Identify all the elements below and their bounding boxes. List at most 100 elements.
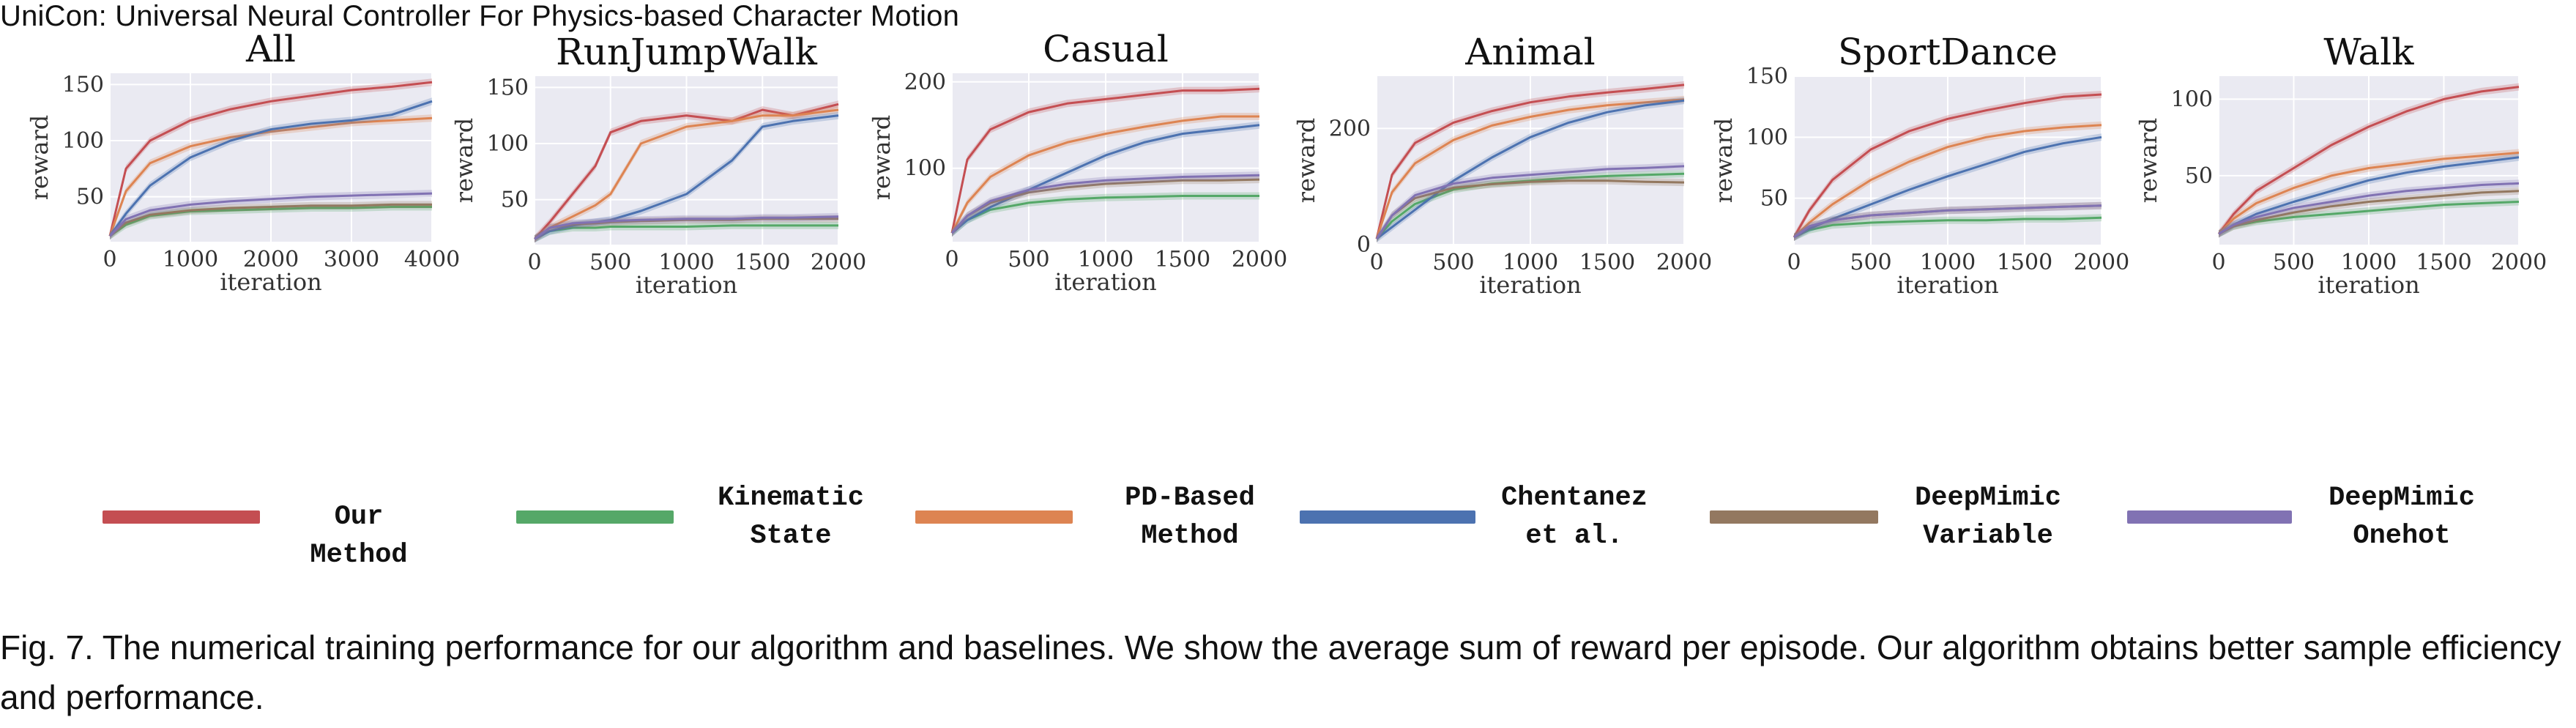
x-axis-label: iteration	[1054, 268, 1156, 296]
chart-title: Walk	[2323, 31, 2414, 73]
series-band	[952, 171, 1259, 237]
series-line	[1375, 165, 1685, 239]
series-line	[108, 192, 433, 237]
x-tick-label: 1000	[1078, 247, 1133, 272]
y-axis-label: reward	[1292, 118, 1320, 203]
y-tick-label: 50	[501, 187, 529, 213]
series-line	[2218, 190, 2520, 235]
legend-item-deepmimic-onehot: DeepMimic Onehot	[0, 469, 2576, 579]
x-tick-label: 1000	[1920, 250, 1976, 275]
legend: Our Method Kinematic State PD-Based Meth…	[0, 469, 2576, 579]
x-tick-label: 1000	[1503, 250, 1558, 275]
series-line	[108, 100, 433, 237]
figure-caption: Fig. 7. The numerical training performan…	[0, 628, 2561, 716]
x-axis-label: iteration	[1896, 271, 1998, 299]
legend-label-chentanez: Chentanez et al.	[1501, 483, 1648, 551]
x-tick-label: 0	[945, 247, 958, 272]
series-band	[2219, 198, 2519, 238]
chart-title: All	[245, 28, 296, 70]
legend-swatch-deepmimic-onehot	[2127, 510, 2292, 524]
y-tick-label: 200	[904, 70, 946, 95]
legend-label-our-method: Our Method	[310, 502, 408, 571]
series-line	[2217, 152, 2520, 235]
y-tick-label: 50	[1760, 186, 1788, 212]
x-tick-label: 500	[1432, 250, 1474, 275]
series-line	[2218, 156, 2520, 235]
x-tick-label: 500	[1850, 250, 1891, 275]
legend-swatch-our-method	[103, 510, 260, 524]
x-tick-label: 0	[1369, 250, 1383, 275]
legend-swatch-deepmimic-variable	[1710, 510, 1878, 524]
legend-label-deepmimic-variable: DeepMimic Variable	[1915, 483, 2061, 551]
y-tick-label: 0	[1357, 232, 1371, 258]
series-line	[1376, 99, 1685, 240]
y-axis-label: reward	[26, 115, 53, 200]
y-tick-label: 100	[904, 156, 946, 182]
y-tick-label: 100	[2171, 86, 2213, 112]
x-tick-label: 1000	[2341, 250, 2397, 275]
x-tick-label: 1000	[658, 250, 714, 275]
series-band	[1794, 133, 2102, 241]
chart-title: Casual	[1043, 28, 1169, 70]
series-band	[1794, 201, 2102, 241]
chart-title: SportDance	[1838, 31, 2058, 73]
chart-title: RunJumpWalk	[556, 31, 818, 73]
series-band	[1377, 177, 1684, 243]
x-tick-label: 500	[1008, 247, 1049, 272]
training-charts: 0 1000 2000 3000 400050100150Alliterationrew…	[26, 28, 2547, 299]
y-axis-label: reward	[450, 118, 478, 203]
legend-item-chentanez: Chentanez et al.	[0, 469, 2576, 579]
x-tick-label: 0	[103, 247, 116, 272]
legend-swatch-chentanez	[1300, 510, 1475, 524]
y-tick-label: 150	[487, 75, 529, 100]
x-tick-label: 1500	[1155, 247, 1210, 272]
series-line	[1793, 216, 2102, 239]
x-tick-label: 0	[527, 250, 541, 275]
chart-animal: 0 500 1000 1500 2000 0 200 Animal iteration rewar…	[1292, 31, 1712, 299]
chart-runjumpwalk: 0 500 1000 1500 2000 50 100 150 RunJumpWalk itera…	[450, 31, 866, 299]
series-band	[535, 100, 838, 243]
series-band	[110, 190, 432, 240]
x-tick-label: 2000	[2491, 250, 2547, 275]
x-tick-label: 2000	[1656, 250, 1712, 275]
series-line	[951, 195, 1259, 234]
x-tick-label: 4000	[404, 247, 460, 272]
series-line	[950, 115, 1259, 234]
series-line	[533, 103, 839, 240]
series-band	[1794, 214, 2102, 241]
x-tick-label: 2000	[243, 247, 299, 272]
series-line	[534, 215, 839, 240]
y-tick-label: 200	[1329, 116, 1371, 141]
x-axis-label: iteration	[2318, 271, 2419, 299]
legend-item-kinematic-state: Kinematic State	[0, 469, 2576, 579]
chart-casual: 0 500 1000 1500 2000 100 200 Casual iteration rew…	[868, 28, 1287, 296]
legend-item-pd-based-method: PD-Based Method	[0, 469, 2576, 579]
x-tick-label: 2000	[811, 250, 866, 275]
y-axis-label: reward	[1710, 118, 1738, 203]
x-tick-label: 0	[2211, 250, 2225, 275]
y-tick-label: 150	[62, 72, 104, 97]
series-band	[1794, 121, 2102, 241]
x-tick-label: 1500	[1997, 250, 2052, 275]
x-tick-label: 1500	[1579, 250, 1635, 275]
chart-title: Animal	[1464, 31, 1596, 73]
y-axis-label: reward	[868, 115, 896, 200]
series-line	[2218, 182, 2520, 235]
series-band	[1794, 201, 2102, 241]
chart-sportdance: 0 500 1000 1500 2000 50 100 150 SportDance iterat…	[1710, 31, 2129, 299]
series-line	[108, 81, 433, 237]
series-line	[534, 114, 839, 240]
y-tick-label: 50	[76, 185, 104, 210]
y-tick-label: 50	[2185, 163, 2213, 189]
series-line	[1793, 124, 2102, 239]
y-axis-label: reward	[2134, 118, 2162, 203]
legend-item-our-method: Our Method	[0, 469, 2576, 579]
series-line	[951, 124, 1260, 234]
series-band	[952, 176, 1259, 237]
series-line	[950, 174, 1260, 234]
series-line	[1375, 98, 1685, 239]
series-line	[2217, 86, 2520, 235]
x-tick-label: 1500	[734, 250, 790, 275]
x-axis-label: iteration	[636, 271, 737, 299]
x-tick-label: 1000	[163, 247, 218, 272]
